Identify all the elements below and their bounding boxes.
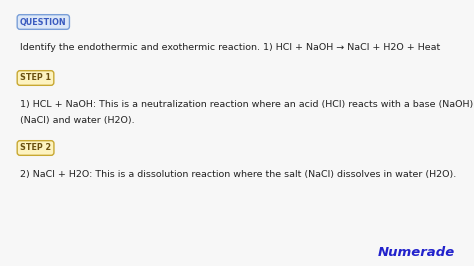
Text: 1) HCL + NaOH: This is a neutralization reaction where an acid (HCl) reacts with: 1) HCL + NaOH: This is a neutralization … [20, 101, 474, 110]
Text: STEP 2: STEP 2 [20, 143, 51, 152]
Text: 2) NaCl + H2O: This is a dissolution reaction where the salt (NaCl) dissolves in: 2) NaCl + H2O: This is a dissolution rea… [20, 171, 456, 180]
Text: QUESTION: QUESTION [20, 18, 67, 27]
Text: Identify the endothermic and exothermic reaction. 1) HCl + NaOH → NaCl + H2O + H: Identify the endothermic and exothermic … [20, 43, 440, 52]
Text: (NaCl) and water (H2O).: (NaCl) and water (H2O). [20, 115, 135, 124]
Text: STEP 1: STEP 1 [20, 73, 51, 82]
Text: Numerade: Numerade [378, 246, 455, 259]
